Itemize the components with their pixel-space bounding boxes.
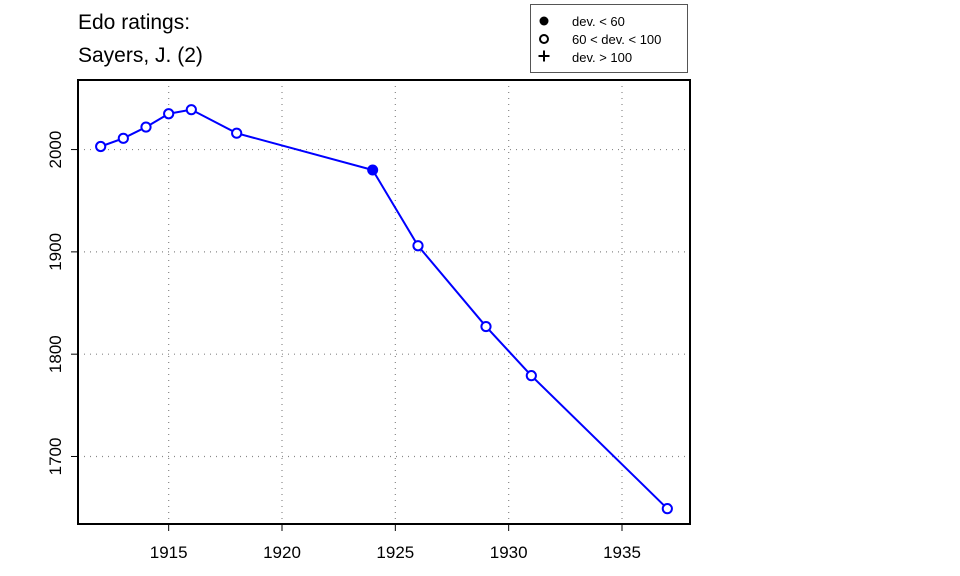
legend-open-circle-icon: [539, 34, 549, 44]
data-point: [163, 108, 175, 120]
data-point: [117, 132, 129, 144]
data-point: [367, 164, 379, 176]
legend-box: [530, 4, 688, 73]
axes: 1915 1920 1925 1930 1935 1700 1800 1900 2000: [46, 131, 641, 562]
grid: [78, 80, 690, 524]
y-tick-label: 1700: [46, 438, 65, 476]
legend-label-plus: dev. > 100: [572, 50, 632, 65]
data-point: [412, 240, 424, 252]
series: [95, 104, 673, 515]
legend-plus-icon: [538, 50, 550, 62]
legend: dev. < 60 60 < dev. < 100 dev. > 100: [530, 4, 688, 73]
data-point: [95, 140, 107, 153]
data-point: [231, 127, 243, 139]
chart-title-line-2: Sayers, J. (2): [78, 44, 203, 67]
y-tick-label: 1800: [46, 335, 65, 373]
y-tick-label: 2000: [46, 131, 65, 169]
data-point: [525, 370, 537, 382]
legend-label-open: 60 < dev. < 100: [572, 32, 661, 47]
y-tick-label: 1900: [46, 233, 65, 271]
legend-label-filled: dev. < 60: [572, 14, 625, 29]
x-tick-label: 1930: [490, 543, 528, 562]
data-point: [185, 104, 197, 116]
series-line: [100, 108, 669, 510]
x-tick-label: 1925: [376, 543, 414, 562]
x-tick-label: 1935: [603, 543, 641, 562]
data-point: [140, 121, 152, 133]
chart-title-line-1: Edo ratings:: [78, 11, 190, 34]
x-tick-label: 1920: [263, 543, 301, 562]
x-tick-label: 1915: [150, 543, 188, 562]
data-point: [661, 503, 673, 515]
legend-filled-circle-icon: [539, 16, 549, 26]
data-point: [480, 320, 492, 333]
plot-frame: [77, 79, 691, 525]
